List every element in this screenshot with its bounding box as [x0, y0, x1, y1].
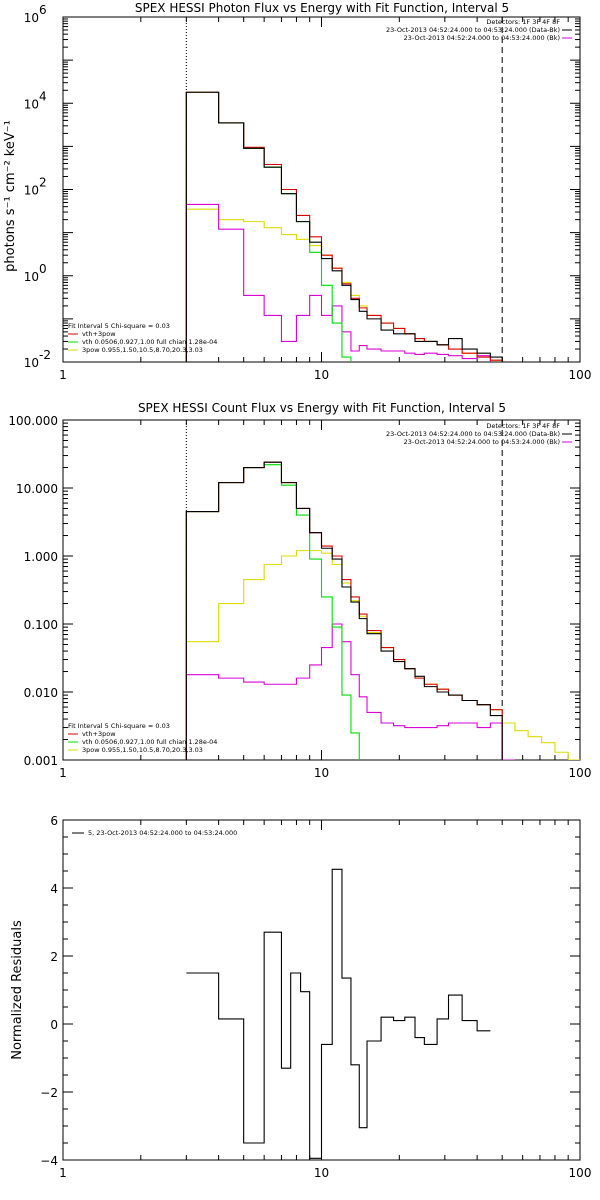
photon-x-tick-label: 100: [569, 368, 592, 382]
count-series-vth-3pow: [185, 461, 503, 760]
photon-y-tick-label: 10: [24, 97, 39, 111]
photon-y-tick-label: 10: [24, 184, 39, 198]
photon-chart-title: SPEX HESSI Photon Flux vs Energy with Fi…: [135, 1, 509, 15]
count-series-bk: [185, 623, 515, 760]
count-x-tick-label: 1: [59, 766, 67, 780]
photon-y-tick-exponent: 0: [39, 262, 47, 276]
photon-y-tick-exponent: 6: [39, 3, 47, 17]
count-legend-top-entry: Detectors: 1F 3F 4F 8F: [486, 422, 560, 430]
photon-series-3pow: [185, 208, 543, 362]
photon-legend-top-entry: Detectors: 1F 3F 4F 8F: [486, 18, 560, 26]
count-flux-panel: SPEX HESSI Count Flux vs Energy with Fit…: [8, 401, 591, 780]
resid-x-tick-label: 1: [59, 1166, 67, 1180]
photon-legend-bottom-entry: 3pow 0.955,1.50,10.5,8.70,20.3,3.03: [82, 346, 203, 354]
resid-x-tick-label: 100: [569, 1166, 592, 1180]
resid-y-tick-label: 6: [50, 814, 58, 828]
photon-y-tick-label: 10: [24, 270, 39, 284]
photon-legend-bottom-entry: vth 0.0506,0.927,1.00 full chian 1.28e-0…: [82, 338, 217, 346]
count-legend-top-entry: 23-Oct-2013 04:52:24.000 to 04:53:24.000…: [386, 430, 560, 438]
photon-y-tick-exponent: 4: [39, 89, 47, 103]
count-legend-bottom-entry: Fit Interval 5 Chi-square = 0.03: [68, 722, 170, 730]
count-y-tick-label: 0.001: [24, 754, 58, 768]
photon-y-tick-label: 10: [24, 356, 39, 370]
photon-y-axis-label: photons s⁻¹ cm⁻² keV⁻¹: [3, 120, 18, 272]
photon-legend-bottom-entry: vth+3pow: [82, 330, 116, 338]
residuals-y-axis-label: Normalized Residuals: [10, 920, 25, 1060]
count-x-tick-label: 10: [314, 766, 329, 780]
count-y-tick-label: 0.100: [24, 618, 58, 632]
photon-legend-bottom-entry: Fit Interval 5 Chi-square = 0.03: [68, 322, 170, 330]
count-legend-top-entry: 23-Oct-2013 04:52:24.000 to 04:53:24.000…: [404, 438, 560, 446]
photon-series-vth-3pow: [185, 91, 503, 362]
count-y-tick-label: 10.000: [16, 482, 58, 496]
count-series-data-bk: [185, 461, 503, 760]
resid-y-tick-label: 2: [50, 950, 58, 964]
resid-y-tick-label: 0: [50, 1018, 58, 1032]
count-legend-bottom-entry: vth+3pow: [82, 730, 116, 738]
resid-y-tick-label: −4: [40, 1154, 58, 1168]
resid-series-5-23-oct-2013-04-52-24-000-to-04-53-24-000: [186, 868, 491, 1159]
photon-series-bk: [185, 203, 491, 362]
resid-y-tick-label: −2: [40, 1086, 58, 1100]
count-y-tick-label: 1.000: [24, 550, 58, 564]
resid-y-tick-label: 4: [50, 882, 58, 896]
photon-series-group: [185, 91, 543, 362]
photon-y-tick-exponent: 2: [39, 176, 47, 190]
photon-series-data-bk: [185, 91, 503, 362]
photon-flux-panel: SPEX HESSI Photon Flux vs Energy with Fi…: [3, 1, 592, 382]
count-y-tick-label: 0.010: [24, 686, 58, 700]
count-legend-bottom-entry: 3pow 0.955,1.50,10.5,8.70,20.3,3.03: [82, 746, 203, 754]
resid-series-group: [186, 868, 491, 1159]
count-chart-title: SPEX HESSI Count Flux vs Energy with Fit…: [138, 401, 506, 415]
photon-y-tick-exponent: -2: [39, 348, 51, 362]
photon-series-vth: [185, 91, 368, 362]
count-legend-bottom-entry: vth 0.0506,0.927,1.00 full chian 1.28e-0…: [82, 738, 217, 746]
photon-y-tick-label: 10: [24, 11, 39, 25]
count-series-3pow: [185, 550, 580, 760]
count-y-tick-label: 100.000: [8, 414, 58, 428]
photon-x-tick-label: 1: [59, 368, 67, 382]
photon-x-tick-label: 10: [314, 368, 329, 382]
resid-x-tick-label: 10: [314, 1166, 329, 1180]
photon-legend-top-entry: 23-Oct-2013 04:52:24.000 to 04:53:24.000…: [404, 34, 560, 42]
count-series-group: [185, 461, 580, 760]
resid-legend-entry: 5, 23-Oct-2013 04:52:24.000 to 04:53:24.…: [88, 829, 237, 837]
photon-legend-top-entry: 23-Oct-2013 04:52:24.000 to 04:53:24.000…: [386, 26, 560, 34]
count-x-tick-label: 100: [569, 766, 592, 780]
residuals-panel: Normalized Residuals 1 10 100 −4 −2 0 2 4 6 5, 23…: [10, 814, 591, 1180]
